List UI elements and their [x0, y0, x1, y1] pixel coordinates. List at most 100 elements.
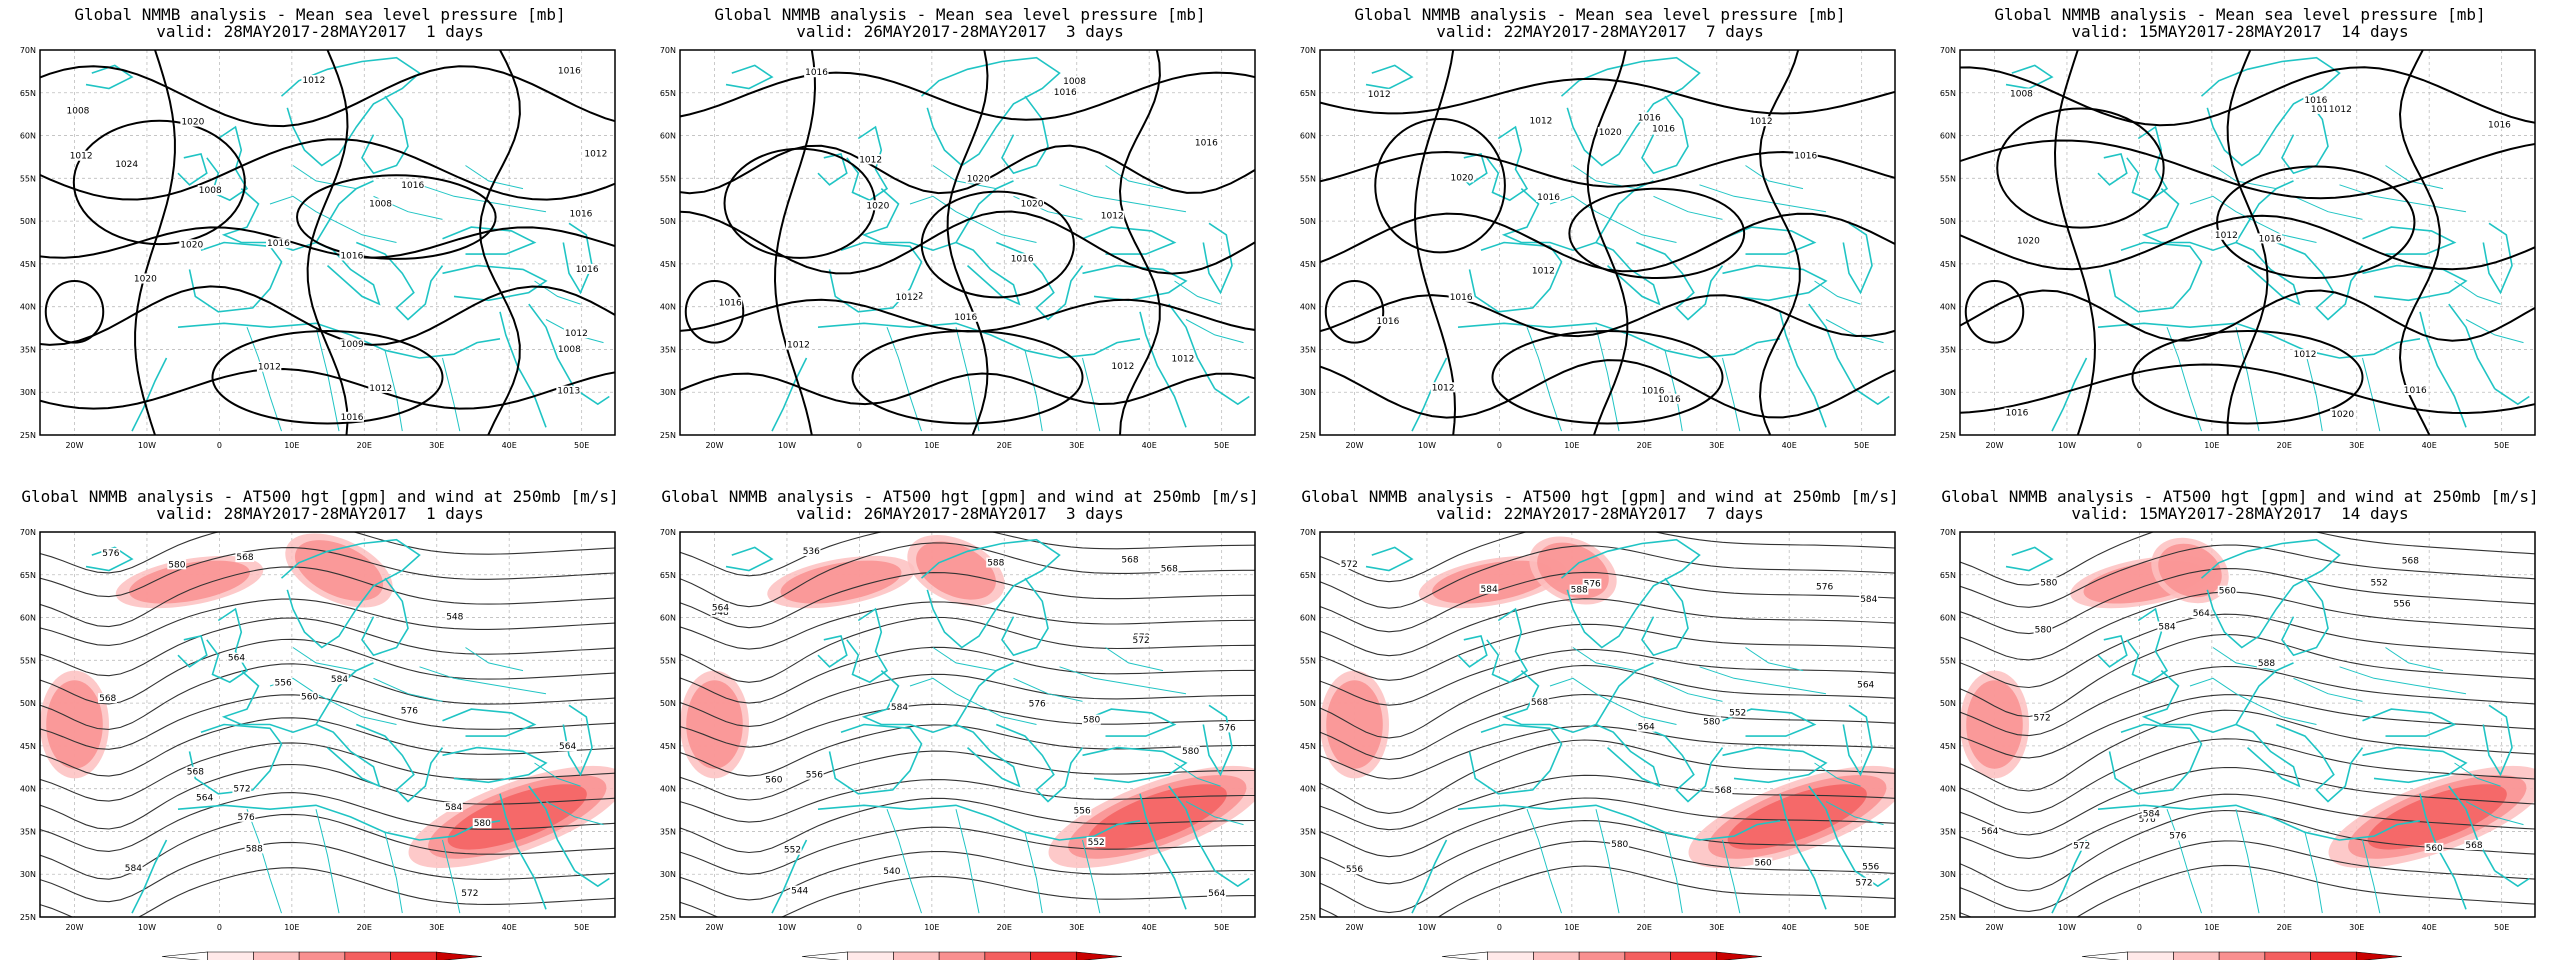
- map-frame: [1319, 49, 1896, 436]
- panel-subtitle: valid: 22MAY2017-28MAY2017 7 days: [1436, 504, 1764, 523]
- height-label: 584: [1860, 595, 1877, 605]
- pressure-label: 1016: [719, 298, 742, 308]
- lat-tick-label: 40N: [1300, 303, 1316, 312]
- isobar: [1491, 330, 1724, 425]
- label-background: [2032, 712, 2052, 723]
- label-background: [339, 250, 364, 261]
- label-background: [1569, 584, 1589, 595]
- lon-tick-label: 10W: [1418, 923, 1436, 932]
- height-label: 572: [1341, 560, 1358, 570]
- coastline: [817, 322, 1141, 359]
- lon-tick-label: 20E: [997, 923, 1012, 932]
- height-contour: [1960, 568, 2535, 635]
- lon-tick-label: 30E: [429, 923, 444, 932]
- lon-tick-label: 50E: [2494, 441, 2509, 450]
- pressure-label: 1020: [180, 240, 203, 250]
- pressure-label: 1012: [787, 341, 810, 351]
- height-label: 540: [883, 867, 900, 877]
- map-panel-mslp-14d: Global NMMB analysis - Mean sea level pr…: [1920, 0, 2560, 478]
- colorbar-swatch: [938, 951, 986, 960]
- axes: 70N 65N 60N 55N 50N 45N 40N 35N 30N 25N 20W 10W 0 10E…: [1300, 46, 1895, 450]
- country-border: [2293, 195, 2363, 220]
- coastline: [1001, 95, 1049, 175]
- coastline: [1082, 746, 1188, 784]
- height-contour: [1320, 598, 1895, 657]
- wind-speed-shading: [1966, 680, 2023, 769]
- lon-tick-label: 20E: [2277, 923, 2292, 932]
- height-label: 588: [246, 844, 263, 854]
- coastline: [2005, 546, 2054, 572]
- country-border: [1745, 647, 1804, 672]
- height-contour: [680, 779, 1255, 823]
- country-border: [1825, 319, 1884, 344]
- coastline: [177, 322, 501, 359]
- label-background: [1052, 87, 1078, 98]
- label-background: [179, 239, 204, 250]
- colorbar-swatch: [1533, 951, 1580, 960]
- lon-tick-label: 20E: [1637, 441, 1652, 450]
- coastline: [1411, 357, 1448, 432]
- pressure-label: 1016: [341, 413, 364, 423]
- panel-subtitle: valid: 28MAY2017-28MAY2017 1 days: [156, 22, 484, 41]
- height-label: 564: [1638, 723, 1655, 733]
- coastline: [2448, 303, 2496, 390]
- label-background: [2424, 842, 2444, 853]
- wind-speed-shading: [447, 784, 587, 850]
- map-area: 1016 1012 1016 1016 1020 1020 1012 1020 1012 1016…: [680, 50, 1255, 435]
- pressure-label: 1024: [115, 160, 138, 170]
- lon-tick-label: 20W: [1345, 923, 1363, 932]
- height-contour: [680, 703, 1255, 748]
- pressure-label: 1009: [341, 340, 364, 350]
- lat-tick-label: 25N: [1300, 431, 1316, 440]
- wind-colorbar: 303540455060: [2081, 951, 2403, 960]
- label-background: [2191, 608, 2211, 619]
- lat-tick-label: 25N: [660, 913, 676, 922]
- country-border: [292, 647, 357, 672]
- height-contour: [1320, 545, 1895, 609]
- coastline: [2482, 704, 2513, 777]
- colorbar-swatch: [893, 951, 940, 960]
- label-background: [2464, 840, 2484, 850]
- label-background: [2137, 814, 2157, 824]
- lat-tick-label: 40N: [660, 303, 676, 312]
- wind-speed-shading: [1432, 560, 1553, 604]
- label-background: [167, 559, 187, 570]
- colorbar-swatch: [207, 951, 254, 960]
- colorbar-swatch: [2264, 951, 2311, 960]
- country-border: [1825, 801, 1884, 826]
- lat-tick-label: 40N: [1940, 785, 1956, 794]
- lat-tick-label: 50N: [660, 217, 676, 226]
- height-label: 564: [559, 742, 576, 752]
- country-border: [1526, 809, 1562, 914]
- wind-speed-shading: [129, 560, 250, 604]
- pressure-label: 1012: [1530, 117, 1553, 127]
- isobar: [40, 138, 615, 201]
- label-background: [1170, 353, 1195, 364]
- height-label: 560: [301, 693, 318, 703]
- label-background: [2004, 407, 2029, 418]
- coastline: [1854, 870, 1890, 888]
- isobar: [1118, 50, 1161, 435]
- label-background: [558, 741, 577, 752]
- height-label: 584: [445, 803, 462, 813]
- country-border: [2304, 350, 2323, 432]
- label-background: [1339, 559, 1359, 569]
- height-contour: [40, 717, 615, 777]
- coastline: [356, 723, 444, 803]
- label-background: [445, 611, 464, 622]
- lat-tick-label: 65N: [20, 89, 36, 98]
- lat-tick-label: 40N: [20, 303, 36, 312]
- country-border: [1722, 839, 1741, 914]
- colorbar-swatch: [2127, 951, 2174, 960]
- coastline: [562, 704, 593, 777]
- contour-labels: 552 556 560 564 568 572 576 580 584 588 560 564 568 5…: [1980, 555, 2484, 854]
- coastline: [1501, 180, 1654, 252]
- lon-tick-label: 20E: [357, 441, 372, 450]
- label-background: [1479, 583, 1499, 594]
- height-label: 556: [1346, 865, 1363, 875]
- lat-tick-label: 45N: [20, 260, 36, 269]
- country-border: [955, 327, 980, 432]
- pressure-label: 1012: [859, 155, 882, 165]
- country-border: [2465, 319, 2524, 344]
- coastline: [1001, 577, 1049, 657]
